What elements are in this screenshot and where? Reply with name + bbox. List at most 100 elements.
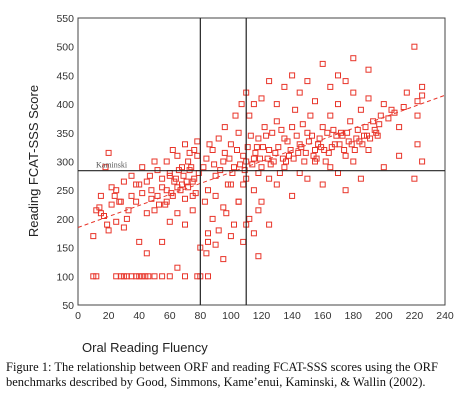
scatter-point (295, 149, 302, 156)
scatter-point (278, 126, 285, 133)
scatter-point (250, 101, 257, 108)
scatter-point (234, 147, 240, 153)
scatter-point (113, 218, 120, 225)
scatter-point (205, 238, 211, 245)
y-tick-label: 500 (56, 42, 74, 54)
scatter-point (231, 164, 237, 171)
scatter-point (296, 89, 303, 96)
scatter-point (159, 273, 166, 280)
scatter-point (258, 198, 265, 205)
scatter-point (284, 138, 291, 145)
scatter-point (287, 147, 294, 153)
y-tick-label: 250 (56, 185, 74, 197)
x-tick-label: 180 (344, 310, 362, 322)
scatter-point (97, 192, 104, 199)
scatter-point (182, 141, 188, 148)
y-tick-label: 150 (56, 243, 74, 255)
scatter-point (215, 135, 222, 142)
scatter-point (319, 181, 326, 188)
figure-caption: Figure 1: The relationship between ORF a… (6, 360, 468, 390)
scatter-point (244, 144, 251, 151)
scatter-point (105, 149, 112, 156)
x-tick-label: 60 (164, 310, 176, 322)
scatter-point (335, 101, 341, 108)
x-tick-label: 100 (222, 310, 240, 322)
scatter-point (327, 112, 334, 119)
scatter-point (220, 204, 227, 211)
scatter-point (328, 144, 335, 151)
scatter-point (172, 175, 179, 182)
scatter-point (281, 83, 288, 90)
x-tick-label: 0 (75, 310, 81, 322)
scatter-point (166, 172, 173, 179)
scatter-point (166, 218, 173, 225)
scatter-point (253, 144, 260, 151)
scatter-point (212, 192, 219, 199)
scatter-point (133, 181, 140, 188)
scatter-point (206, 141, 213, 148)
scatter-point (342, 152, 349, 159)
x-tick-label: 220 (406, 310, 424, 322)
y-tick-label: 550 (56, 13, 74, 25)
scatter-point (289, 72, 296, 79)
scatter-point (162, 201, 169, 208)
scatter-point (365, 95, 372, 102)
scatter-point (292, 106, 299, 113)
scatter-point (143, 250, 150, 257)
scatter-point (380, 164, 387, 171)
y-tick-label: 100 (56, 271, 74, 283)
scatter-point (93, 273, 100, 280)
scatter-point (215, 227, 222, 234)
scatter-point (350, 55, 357, 62)
scatter-point (108, 201, 115, 208)
scatter-point (255, 207, 262, 214)
scatter-point (347, 118, 354, 125)
scatter-point (266, 221, 273, 228)
scatter-point (289, 124, 296, 131)
scatter-point (302, 149, 309, 156)
scatter-point (357, 175, 364, 182)
scatter-point (211, 161, 218, 168)
scatter-point (133, 273, 140, 280)
scatter-point (255, 253, 262, 260)
x-axis-title: Oral Reading Fluency (82, 340, 208, 355)
scatter-point (163, 158, 170, 165)
scatter-point (273, 181, 280, 188)
scatter-point (419, 83, 426, 90)
scatter-point (327, 164, 334, 171)
scatter-point (396, 124, 403, 131)
scatter-point (414, 112, 421, 119)
scatter-point (377, 112, 384, 119)
scatter-point (419, 158, 426, 165)
scatter-point (247, 132, 254, 139)
scatter-point (304, 175, 311, 182)
scatter-point (362, 124, 369, 131)
scatter-point (324, 129, 331, 136)
scatter-point (281, 164, 288, 171)
scatter-point (367, 135, 374, 142)
scatter-point (255, 135, 262, 142)
caption-line-1: Figure 1: The relationship between ORF a… (6, 360, 438, 374)
scatter-point (365, 66, 372, 73)
scatter-point (403, 89, 410, 96)
scatter-point (252, 149, 259, 156)
scatter-point (258, 95, 265, 102)
scatter-point (212, 241, 219, 248)
scatter-point (304, 78, 311, 85)
scatter-point (182, 195, 188, 202)
scatter-point (226, 155, 233, 162)
scatter-point (351, 147, 358, 153)
scatter-point (136, 238, 143, 245)
scatter-point (105, 227, 112, 234)
scatter-point (191, 175, 198, 182)
scatter-point (341, 147, 348, 153)
scatter-point (143, 210, 150, 217)
scatter-point (344, 129, 351, 136)
scatter-point (120, 224, 127, 231)
scatter-point (174, 210, 181, 217)
scatter-point (307, 112, 314, 119)
scatter-point (350, 89, 357, 96)
x-tick-label: 140 (283, 310, 301, 322)
scatter-point (182, 221, 188, 228)
